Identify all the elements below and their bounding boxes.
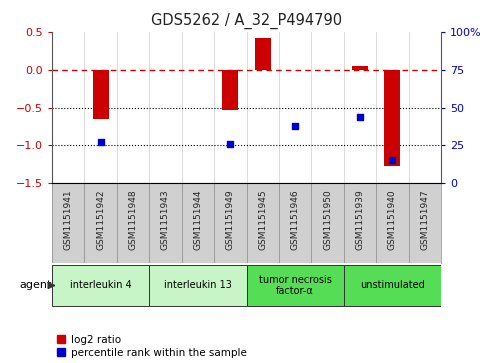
Point — [388, 158, 396, 163]
Bar — [93, 70, 109, 119]
Text: interleukin 13: interleukin 13 — [164, 281, 232, 290]
Bar — [344, 265, 441, 306]
Point — [97, 139, 104, 145]
Point — [356, 114, 364, 119]
Point — [227, 141, 234, 147]
Legend: log2 ratio, percentile rank within the sample: log2 ratio, percentile rank within the s… — [57, 335, 247, 358]
Title: GDS5262 / A_32_P494790: GDS5262 / A_32_P494790 — [151, 13, 342, 29]
Text: GSM1151949: GSM1151949 — [226, 189, 235, 250]
Text: GSM1151939: GSM1151939 — [355, 189, 365, 250]
Text: GSM1151947: GSM1151947 — [420, 189, 429, 250]
Bar — [255, 38, 271, 70]
Text: GSM1151941: GSM1151941 — [64, 189, 73, 250]
Text: interleukin 4: interleukin 4 — [70, 281, 131, 290]
Text: GSM1151948: GSM1151948 — [128, 189, 138, 250]
Point — [291, 123, 299, 129]
Bar — [149, 265, 246, 306]
Text: GSM1151942: GSM1151942 — [96, 189, 105, 250]
Text: GSM1151940: GSM1151940 — [388, 189, 397, 250]
Text: GSM1151946: GSM1151946 — [291, 189, 299, 250]
Text: GSM1151944: GSM1151944 — [193, 189, 202, 250]
Bar — [352, 66, 368, 70]
Text: tumor necrosis
factor-α: tumor necrosis factor-α — [259, 275, 331, 296]
Text: agent: agent — [20, 281, 52, 290]
Text: unstimulated: unstimulated — [360, 281, 425, 290]
Bar — [384, 70, 400, 166]
Text: GSM1151950: GSM1151950 — [323, 189, 332, 250]
Text: GSM1151945: GSM1151945 — [258, 189, 267, 250]
Text: GSM1151943: GSM1151943 — [161, 189, 170, 250]
Bar — [222, 70, 239, 110]
Bar — [52, 265, 149, 306]
Bar — [246, 265, 344, 306]
